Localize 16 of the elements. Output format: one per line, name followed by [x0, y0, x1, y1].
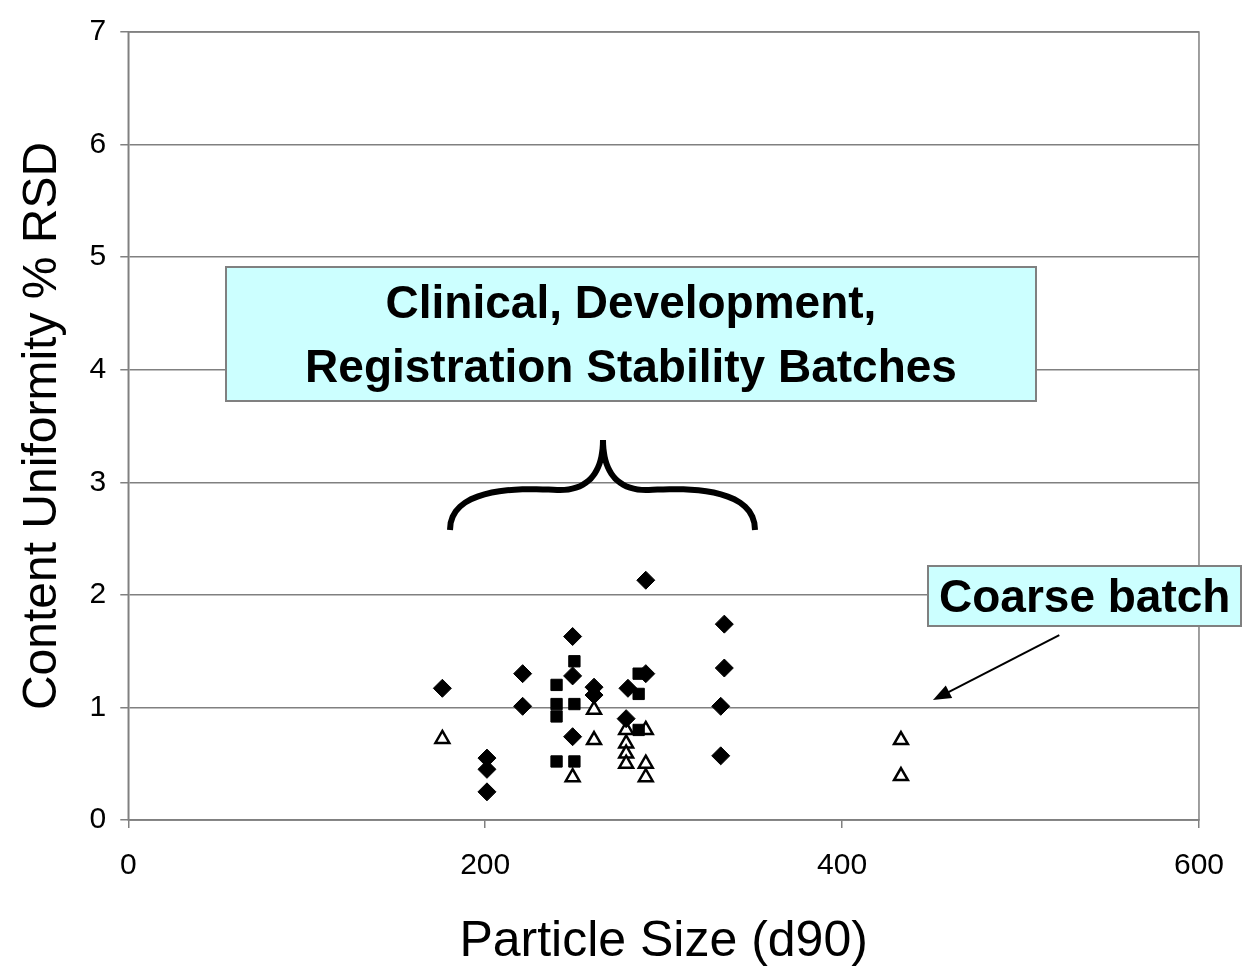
y-tick-label: 5 [89, 238, 107, 272]
x-tick-label: 400 [817, 847, 868, 881]
y-tick-label: 2 [89, 576, 107, 610]
y-tick-label: 1 [89, 688, 107, 722]
y-tick-label: 4 [89, 350, 107, 384]
y-tick-label: 3 [89, 463, 107, 497]
callout-box: Coarse batch [927, 565, 1243, 628]
x-tick-label: 600 [1173, 847, 1224, 881]
y-axis-title: Content Uniformity % RSD [13, 141, 67, 711]
y-tick-label: 7 [89, 13, 107, 47]
y-tick-label: 0 [89, 801, 107, 835]
x-tick-label: 0 [119, 847, 137, 881]
x-axis-title: Particle Size (d90) [459, 910, 868, 967]
y-tick-label: 6 [89, 125, 107, 159]
callout-box: Clinical, Development, Registration Stability Batches [225, 266, 1037, 402]
x-tick-label: 200 [460, 847, 511, 881]
